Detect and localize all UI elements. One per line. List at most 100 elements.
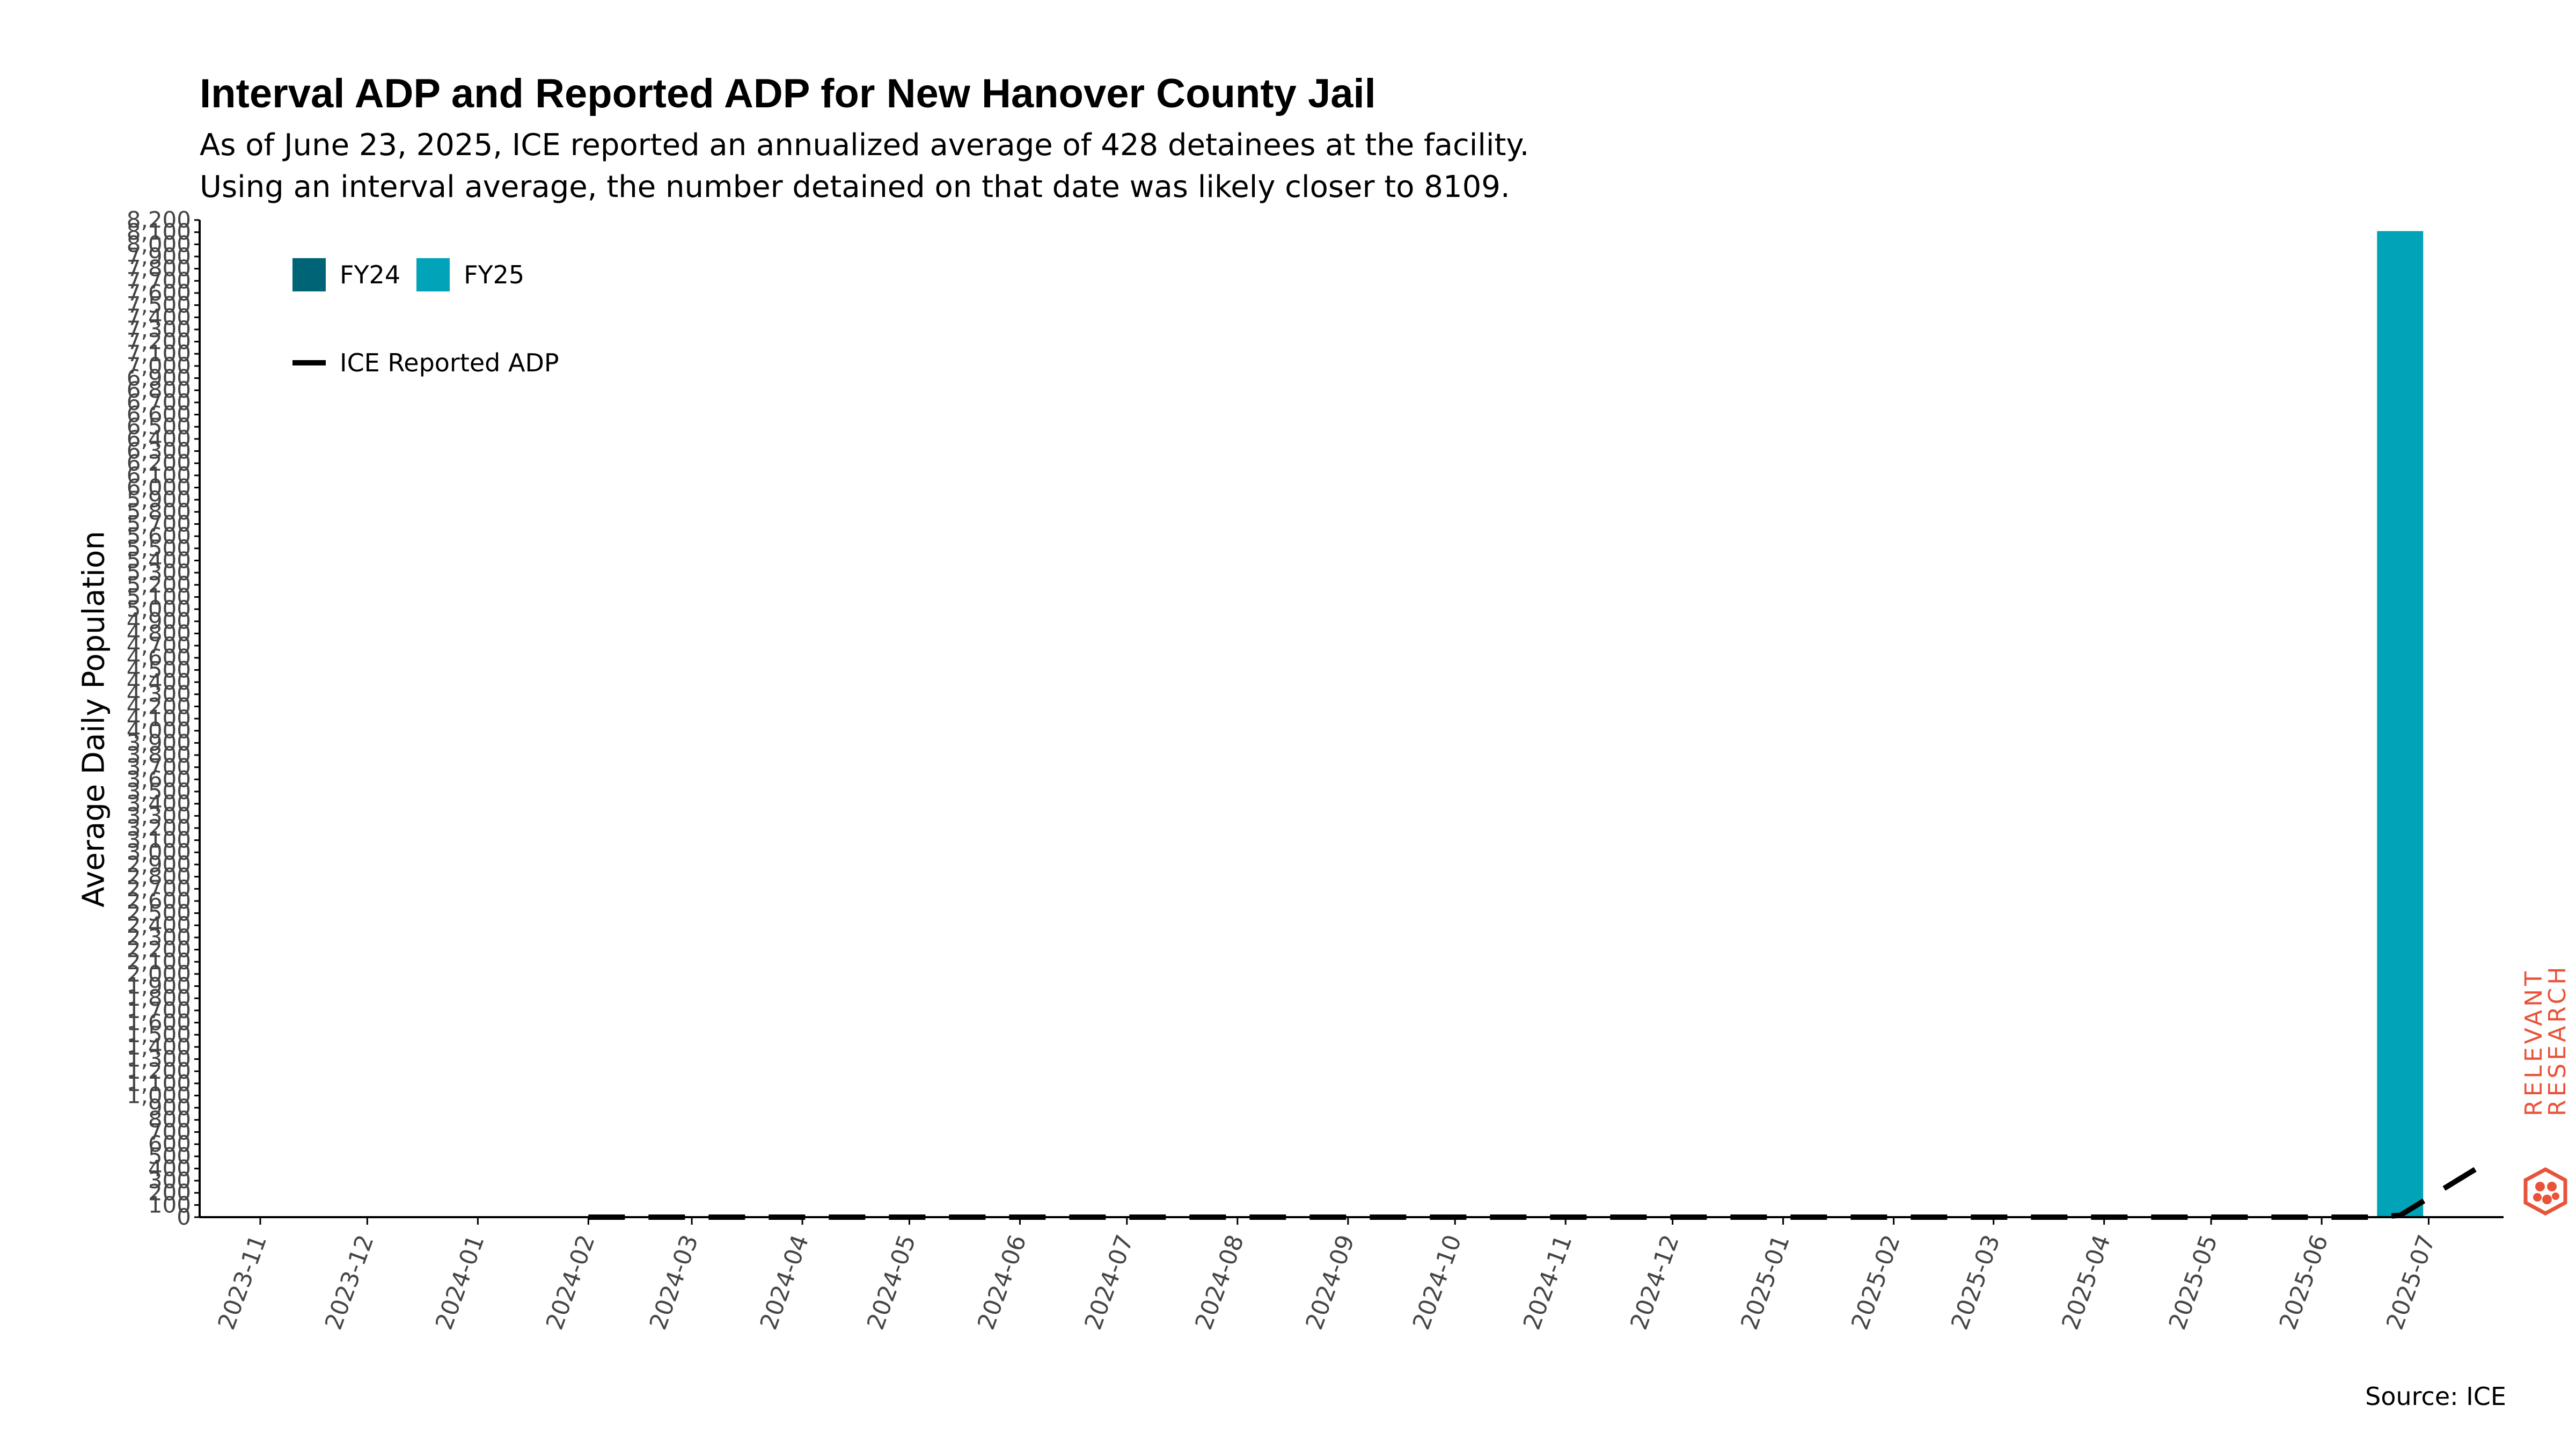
y-tick-label: 4,500 [127,656,191,683]
y-tick-label: 7,400 [127,304,191,330]
y-tick-label: 3,300 [127,802,191,829]
x-tick-label: 2024-05 [862,1231,921,1333]
y-tick-label: 4,300 [127,681,191,707]
y-tick-label: 6,500 [127,413,191,440]
y-tick-label: 1,800 [127,985,191,1011]
y-tick-label: 7,800 [127,255,191,282]
x-tick-label: 2025-02 [1846,1231,1906,1333]
y-tick-label: 1,300 [127,1045,191,1072]
y-tick-label: 700 [148,1118,191,1145]
y-tick-label: 2,500 [127,900,191,926]
legend-item-reported: ICE Reported ADP [292,348,559,377]
y-tick-label: 3,900 [127,729,191,756]
x-tick-label: 2024-11 [1518,1231,1578,1333]
y-tick-label: 0 [177,1204,191,1230]
y-tick-label: 100 [148,1191,191,1218]
y-tick-label: 4,700 [127,632,191,658]
source-note: Source: ICE [2365,1382,2506,1411]
legend-label-fy24: FY24 [340,260,401,289]
y-tick-label: 2,400 [127,912,191,938]
logo-text-line-1: RELEVANT [2520,968,2548,1116]
y-tick-label: 4,200 [127,693,191,719]
y-tick-label: 3,000 [127,839,191,865]
y-tick-label: 4,100 [127,705,191,731]
x-tick-label: 2024-09 [1300,1231,1360,1333]
y-tick-label: 2,200 [127,936,191,963]
legend-swatch-fy25 [416,258,450,291]
y-tick-label: 7,700 [127,267,191,294]
x-tick-label: 2025-03 [1946,1231,2006,1333]
x-tick-label: 2024-02 [541,1231,601,1333]
y-tick-label: 1,400 [127,1034,191,1060]
y-tick-label: 1,600 [127,1009,191,1035]
y-tick-label: 1,000 [127,1082,191,1108]
chart-subtitle: As of June 23, 2025, ICE reported an ann… [200,125,1529,208]
x-tick-label: 2024-06 [972,1231,1032,1333]
y-tick-label: 1,200 [127,1058,191,1084]
reported-adp-line-layer [588,1162,2484,1220]
chart-title: Interval ADP and Reported ADP for New Ha… [200,71,1376,116]
y-tick-label: 7,200 [127,328,191,355]
y-tick-label: 7,300 [127,316,191,342]
y-tick-label: 1,500 [127,1021,191,1048]
y-tick-label: 5,900 [127,486,191,513]
x-tick-label: 2024-10 [1408,1231,1467,1333]
y-tick-label: 4,800 [127,620,191,646]
y-tick-label: 2,900 [127,851,191,877]
legend-label-fy25: FY25 [464,260,525,289]
y-ticks-layer: 01002003004005006007008009001,0001,1001,… [127,207,200,1230]
y-tick-label: 2,600 [127,888,191,914]
y-tick-label: 5,100 [127,583,191,610]
y-tick-label: 1,700 [127,997,191,1023]
y-tick-label: 4,000 [127,718,191,744]
y-tick-label: 4,900 [127,608,191,634]
x-tick-label: 2025-05 [2164,1231,2223,1333]
y-tick-label: 300 [148,1167,191,1194]
y-tick-label: 2,300 [127,924,191,950]
y-tick-label: 2,700 [127,875,191,902]
y-tick-label: 800 [148,1107,191,1133]
y-tick-label: 4,400 [127,669,191,695]
y-tick-label: 6,600 [127,401,191,428]
y-tick-label: 7,100 [127,340,191,367]
legend-item-fy25: FY25 [416,258,524,291]
x-tick-label: 2024-03 [645,1231,704,1333]
y-tick-label: 3,600 [127,766,191,792]
y-tick-label: 7,500 [127,292,191,318]
legend-swatch-reported [292,360,326,365]
x-tick-label: 2025-04 [2057,1231,2116,1333]
y-tick-label: 500 [148,1143,191,1169]
y-tick-label: 6,000 [127,474,191,500]
y-tick-label: 7,600 [127,280,191,306]
y-tick-label: 3,200 [127,815,191,841]
y-tick-label: 3,100 [127,827,191,853]
legend-label-reported: ICE Reported ADP [340,348,559,377]
y-tick-label: 8,200 [127,207,191,233]
bars-layer [2377,231,2424,1217]
y-tick-label: 5,000 [127,596,191,622]
y-tick-label: 5,300 [127,559,191,586]
x-tick-label: 2023-11 [213,1231,273,1333]
legend-item-fy24: FY24 [292,258,400,291]
y-tick-label: 5,700 [127,510,191,537]
y-tick-label: 6,100 [127,462,191,488]
y-tick-label: 6,300 [127,438,191,464]
y-tick-label: 6,400 [127,426,191,452]
y-tick-label: 1,900 [127,972,191,999]
y-tick-label: 2,800 [127,863,191,890]
y-tick-label: 2,000 [127,961,191,987]
y-tick-label: 3,800 [127,742,191,768]
y-tick-label: 400 [148,1155,191,1181]
x-tick-label: 2023-12 [320,1231,379,1333]
y-tick-label: 6,700 [127,389,191,415]
y-tick-label: 5,400 [127,547,191,573]
x-tick-label: 2025-06 [2274,1231,2334,1333]
legend-swatch-fy24 [292,258,326,291]
y-tick-label: 7,900 [127,243,191,269]
y-tick-label: 5,600 [127,523,191,549]
x-tick-label: 2024-08 [1190,1231,1249,1333]
logo-text: RELEVANT RESEARCH [2520,964,2571,1116]
y-tick-label: 3,400 [127,791,191,817]
y-tick-label: 5,800 [127,499,191,525]
y-tick-label: 6,900 [127,365,191,391]
